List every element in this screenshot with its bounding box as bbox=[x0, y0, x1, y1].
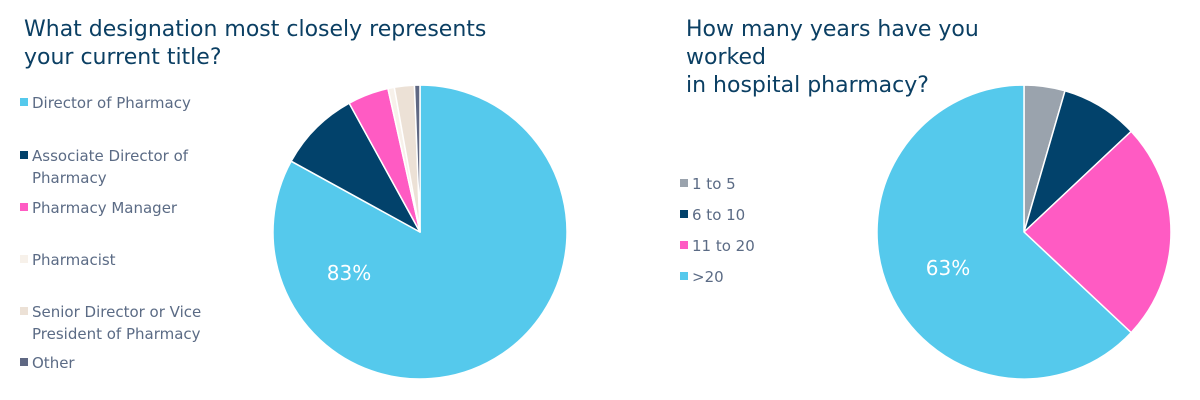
legend-label-line-2: Pharmacy bbox=[32, 169, 107, 187]
legend-item-associate-director: Associate Director of Pharmacy bbox=[20, 145, 188, 189]
legend-label: 6 to 10 bbox=[692, 206, 746, 224]
legend-item-senior-director: Senior Director or Vice President of Pha… bbox=[20, 301, 201, 345]
legend-label: Pharmacist bbox=[32, 251, 116, 269]
legend-swatch bbox=[20, 151, 28, 159]
legend-item-1-to-5: 1 to 5 bbox=[680, 173, 736, 195]
chart-2-pie: 63% bbox=[876, 84, 1172, 380]
chart-2-title: How many years have you worked in hospit… bbox=[686, 16, 1046, 100]
pie-slice-associate-director-of-pharmacy bbox=[290, 102, 421, 233]
legend-item-pharmacist: Pharmacist bbox=[20, 249, 116, 271]
legend-item-11-to-20: 11 to 20 bbox=[680, 235, 755, 257]
chart-1-slices bbox=[272, 84, 568, 380]
pie-slice-20 bbox=[876, 84, 1132, 380]
legend-label-line-1: Associate Director of bbox=[32, 147, 189, 165]
chart-1-pie: 83% bbox=[272, 84, 568, 380]
legend-item-other: Other bbox=[20, 352, 75, 374]
chart-1-title-line-1: What designation most closely represents bbox=[24, 17, 487, 42]
legend-label: Pharmacy Manager bbox=[32, 199, 178, 217]
legend-swatch bbox=[680, 272, 688, 280]
chart-2-title-line-2: in hospital pharmacy? bbox=[686, 73, 929, 98]
legend-swatch bbox=[20, 203, 28, 211]
legend-label-line-2: President of Pharmacy bbox=[32, 325, 201, 343]
legend-swatch bbox=[20, 358, 28, 366]
legend-swatch bbox=[680, 210, 688, 218]
chart-2-title-line-1: How many years have you worked bbox=[686, 17, 979, 70]
chart-2-slices bbox=[876, 84, 1172, 380]
legend-label: 11 to 20 bbox=[692, 237, 755, 255]
chart-2-data-label: 63% bbox=[926, 256, 970, 280]
legend-swatch bbox=[20, 255, 28, 263]
chart-2-legend: 1 to 5 6 to 10 11 to 20 >20 bbox=[680, 0, 830, 400]
legend-swatch bbox=[20, 307, 28, 315]
legend-swatch bbox=[680, 241, 688, 249]
chart-1-data-label: 83% bbox=[327, 261, 371, 285]
legend-label-line-1: Senior Director or Vice bbox=[32, 303, 202, 321]
legend-label: Director of Pharmacy bbox=[32, 94, 191, 112]
legend-item-over-20: >20 bbox=[680, 266, 724, 288]
legend-label: >20 bbox=[692, 268, 724, 286]
legend-swatch bbox=[680, 179, 688, 187]
pie-slice-11-to-20 bbox=[1023, 130, 1172, 334]
legend-label: 1 to 5 bbox=[692, 175, 736, 193]
legend-item-director-of-pharmacy: Director of Pharmacy bbox=[20, 92, 191, 114]
chart-1-title: What designation most closely represents… bbox=[24, 16, 494, 72]
legend-item-pharmacy-manager: Pharmacy Manager bbox=[20, 197, 177, 219]
pie-slice-other bbox=[413, 84, 421, 233]
chart-1-legend: Director of Pharmacy Associate Director … bbox=[20, 0, 260, 400]
legend-label: Other bbox=[32, 354, 75, 372]
legend-item-6-to-10: 6 to 10 bbox=[680, 204, 745, 226]
legend-swatch bbox=[20, 98, 28, 106]
chart-1-title-line-2: your current title? bbox=[24, 45, 222, 70]
